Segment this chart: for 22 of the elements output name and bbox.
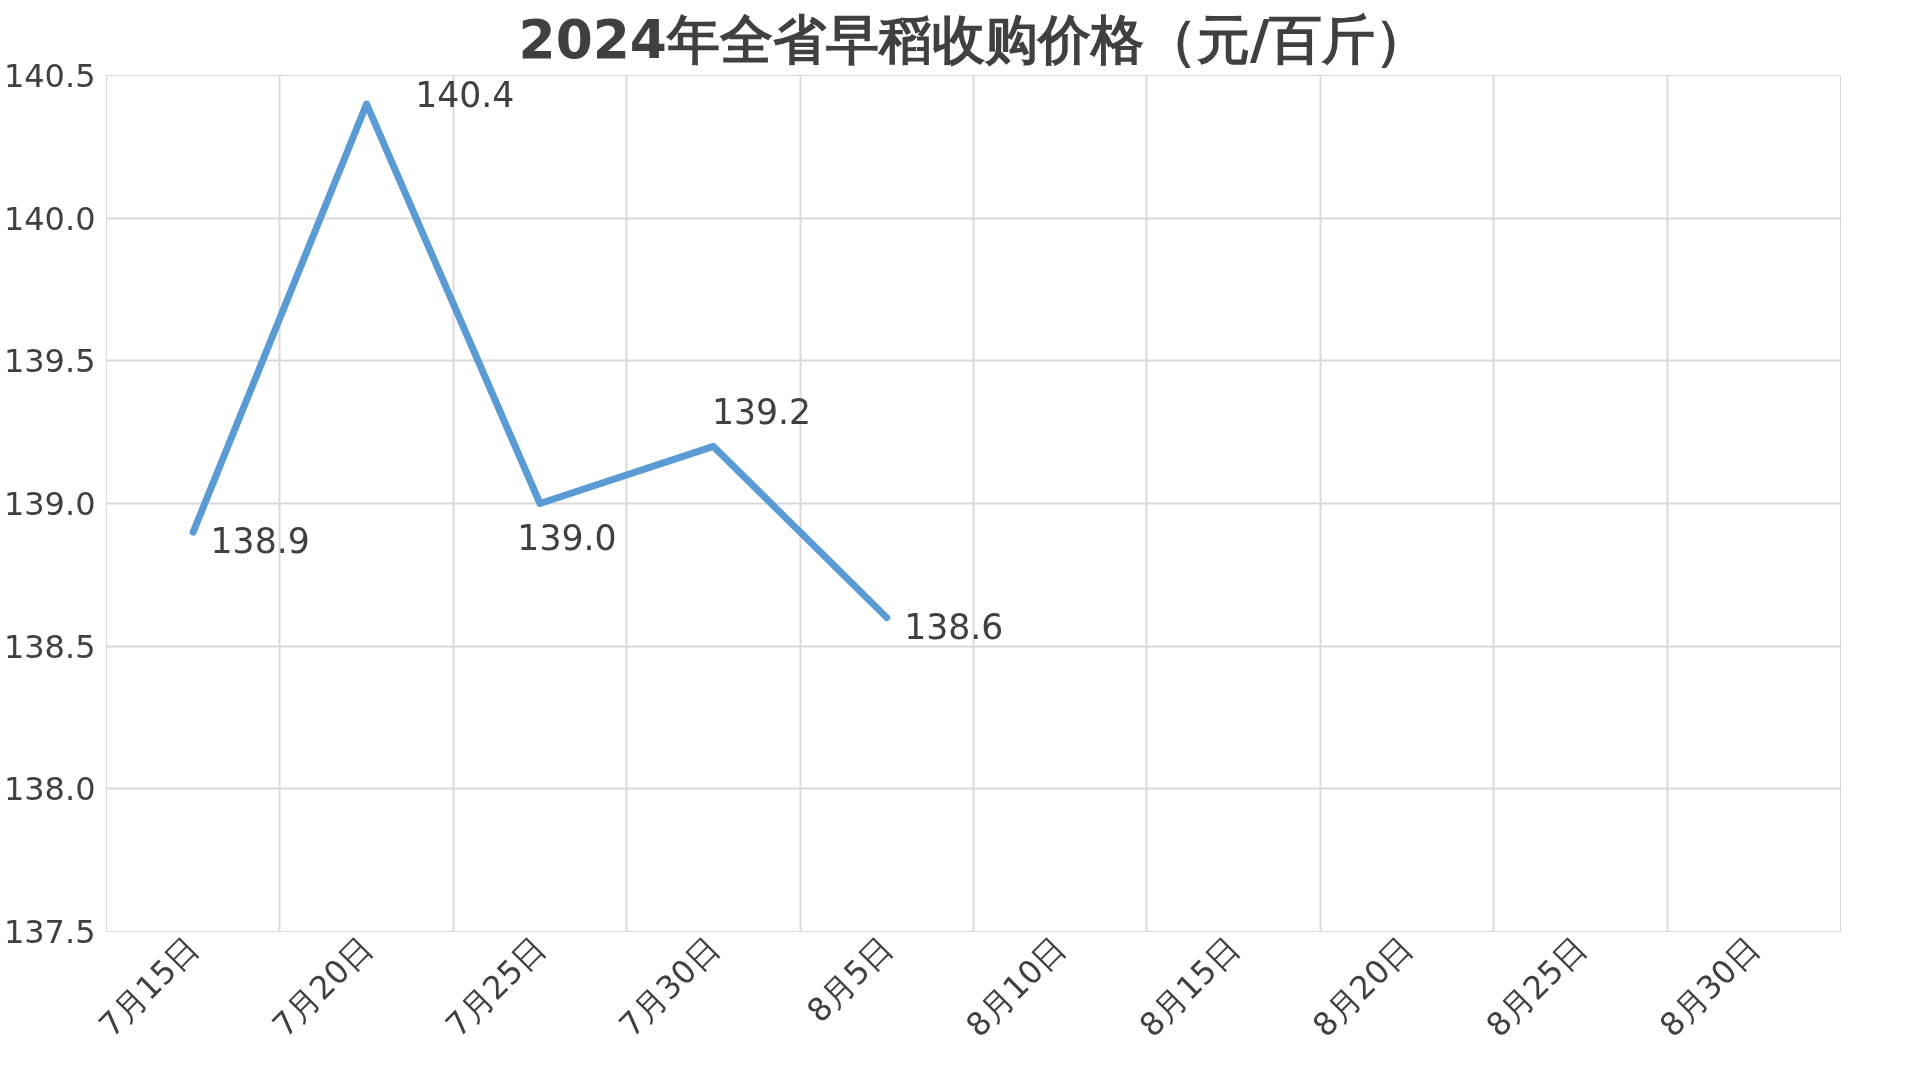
y-tick-label: 140.0 <box>3 199 96 238</box>
x-tick-label: 8月30日 <box>1651 929 1768 1045</box>
data-label: 138.6 <box>904 606 1004 647</box>
data-label: 139.0 <box>517 517 617 558</box>
x-tick-label: 7月20日 <box>264 929 381 1045</box>
y-tick-label: 139.5 <box>3 342 96 381</box>
x-tick-label: 8月25日 <box>1478 929 1594 1045</box>
data-label: 139.2 <box>711 392 812 433</box>
x-tick-label: 7月25日 <box>438 929 554 1045</box>
x-tick-label: 8月15日 <box>1131 929 1248 1045</box>
y-tick-label: 138.0 <box>3 770 96 809</box>
data-label: 140.4 <box>415 75 515 116</box>
x-tick-label: 7月30日 <box>611 929 727 1045</box>
x-tick-label: 8月20日 <box>1305 929 1421 1045</box>
data-label: 138.9 <box>210 521 310 562</box>
y-tick-label: 137.5 <box>3 913 96 951</box>
y-tick-label: 139.0 <box>3 485 96 523</box>
chart-title: 2024年全省早稻收购价格（元/百斤） <box>518 7 1429 71</box>
y-tick-label: 138.5 <box>3 627 96 666</box>
x-tick-label: 8月10日 <box>958 929 1074 1045</box>
y-tick-label: 140.5 <box>3 57 96 95</box>
x-tick-label: 8月5日 <box>799 929 901 1030</box>
